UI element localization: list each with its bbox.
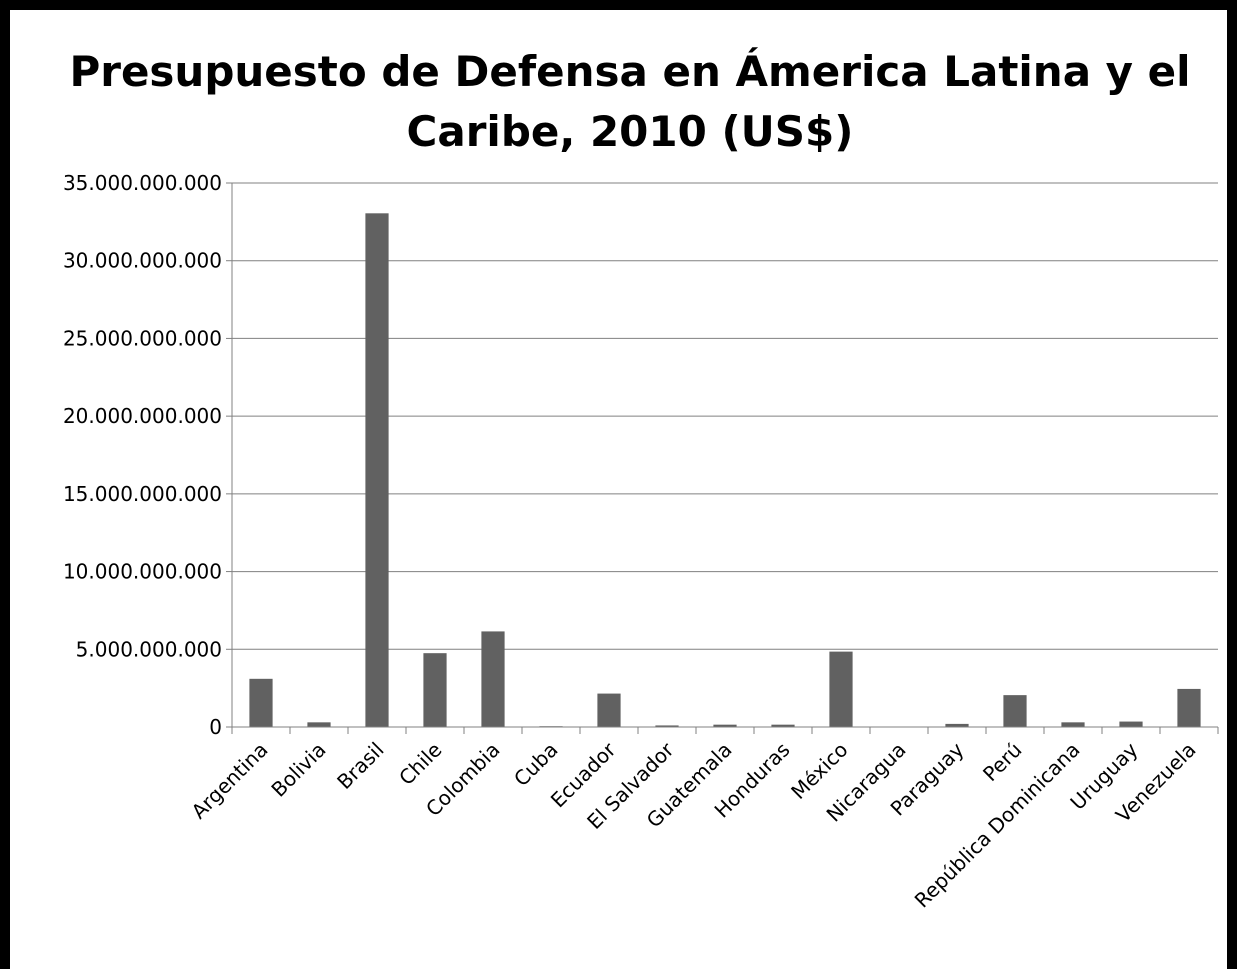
bar (597, 693, 621, 727)
y-tick-labels: 0 5.000.000.000 10.000.000.000 15.000.000.0… (63, 171, 222, 739)
bar (481, 631, 505, 727)
chart-title: Presupuesto de Defensa en Ámerica Latina… (69, 47, 1191, 156)
axes (226, 182, 1219, 734)
bar (713, 724, 737, 727)
y-tick-label: 25.000.000.000 (63, 326, 222, 350)
x-tick-label: Perú (978, 738, 1026, 786)
y-tick-label: 35.000.000.000 (63, 171, 222, 195)
y-tick-label: 0 (209, 715, 222, 739)
bar (945, 723, 969, 727)
x-tick-label: Bolivia (266, 738, 330, 802)
bar (1003, 695, 1027, 727)
bar (1177, 688, 1201, 727)
x-tick-label: Argentina (187, 738, 273, 824)
bar (1119, 721, 1143, 727)
gridlines (232, 182, 1218, 650)
y-tick-label: 30.000.000.000 (63, 249, 222, 273)
x-tick-label: Brasil (332, 738, 388, 794)
x-tick-label: Chile (394, 738, 446, 790)
y-tick-label: 15.000.000.000 (63, 482, 222, 506)
bar (655, 725, 679, 727)
bar (829, 651, 853, 727)
bar (771, 724, 795, 727)
y-tick-label: 5.000.000.000 (76, 637, 222, 661)
x-tick-label: Cuba (509, 738, 562, 791)
y-tick-label: 20.000.000.000 (63, 404, 222, 428)
bar (249, 678, 273, 727)
bar (423, 653, 447, 727)
bar (1061, 722, 1085, 727)
bar (307, 722, 331, 727)
bar (365, 213, 389, 727)
bars (249, 213, 1201, 727)
y-tick-label: 10.000.000.000 (63, 560, 222, 584)
